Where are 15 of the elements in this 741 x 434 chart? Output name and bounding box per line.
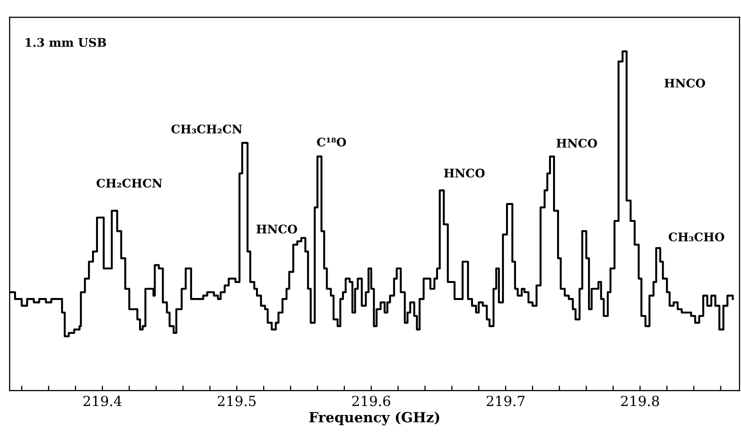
text: 1.3 mm USB <box>26 38 106 47</box>
annotation: CH₃CHO <box>668 232 724 242</box>
x-tick-label: 219.8 <box>621 396 659 406</box>
annotation: HNCO <box>556 138 598 148</box>
x-tick-label: 219.7 <box>486 396 525 406</box>
annotation: CH₂CHCN <box>96 178 162 188</box>
annotation: HNCO <box>664 78 706 88</box>
x-axis-title: Frequency (GHz) <box>309 412 440 426</box>
annotation: C¹⁸O <box>317 138 346 147</box>
x-tick-label: 219.6 <box>352 396 390 406</box>
annotation: HNCO <box>444 168 485 178</box>
annotation: CH₃CH₂CN <box>171 124 242 134</box>
x-tick-label: 219.4 <box>83 396 122 406</box>
annotation: HNCO <box>256 224 298 234</box>
x-tick-label: 219.5 <box>218 396 256 406</box>
